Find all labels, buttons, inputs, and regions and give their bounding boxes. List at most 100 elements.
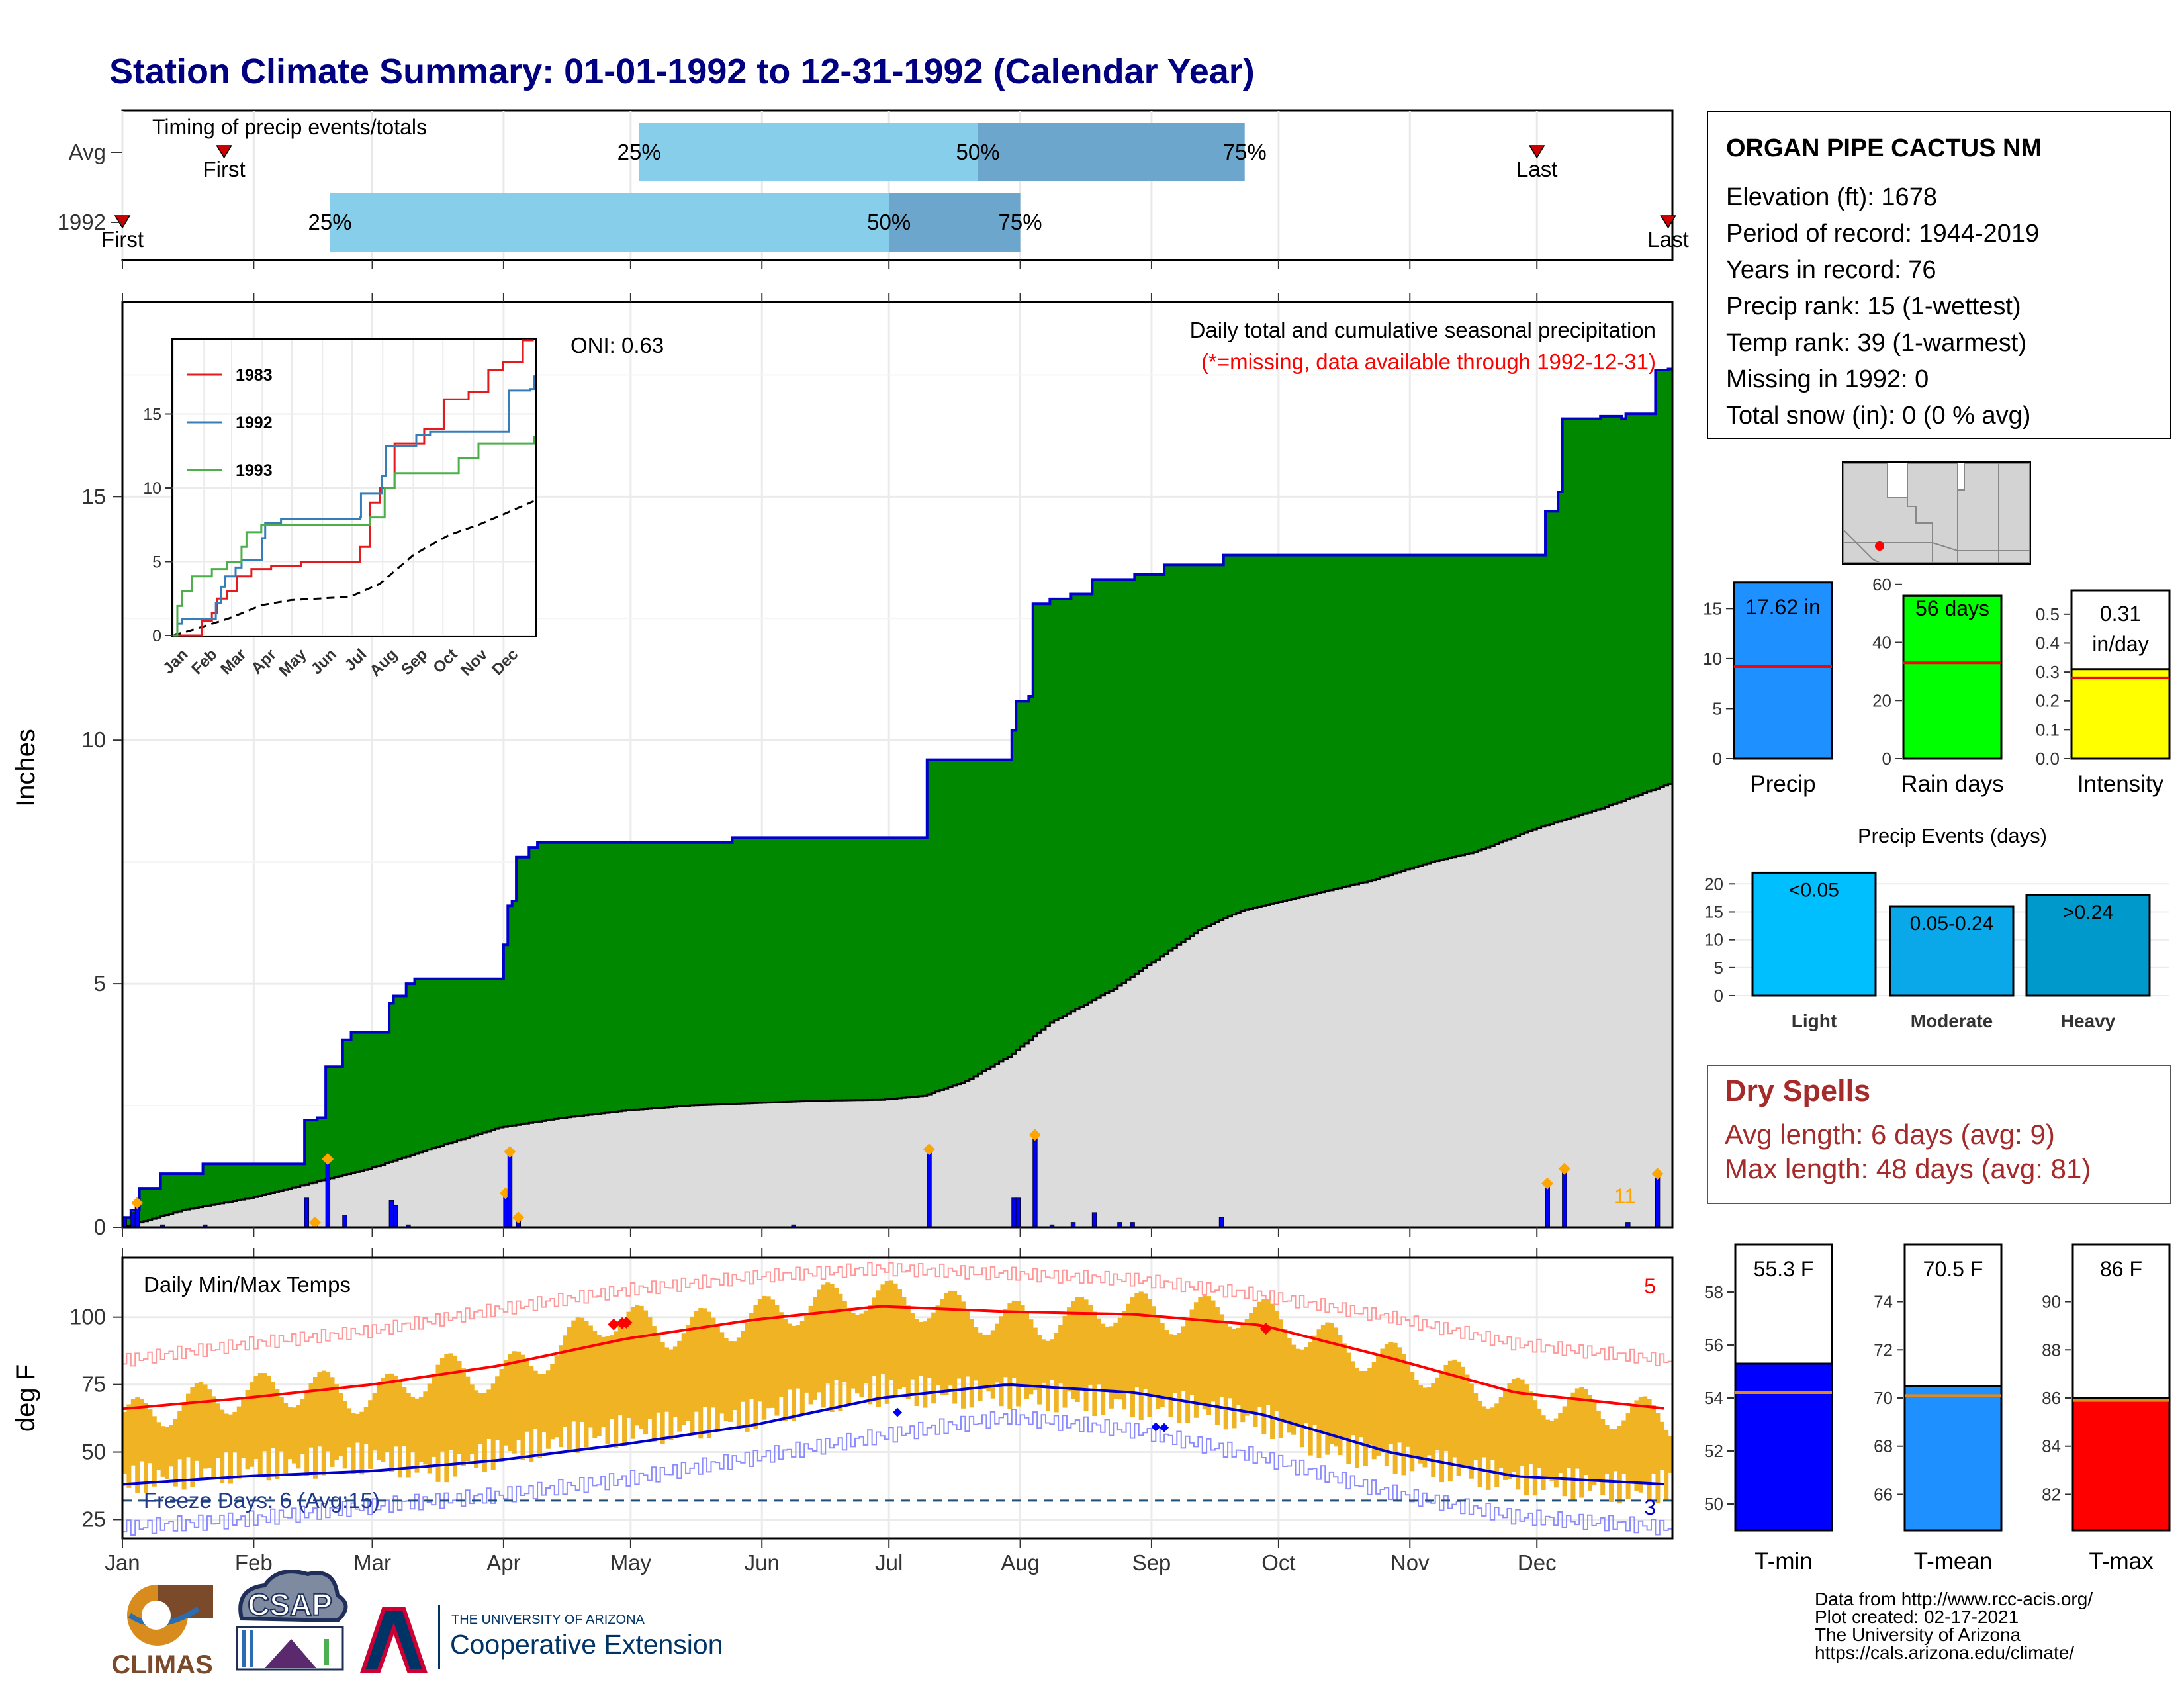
timing-quantile-label: 50% bbox=[867, 210, 911, 234]
daily-temp-range bbox=[469, 1384, 475, 1454]
dry-spells-box: Dry Spells Avg length: 6 days (avg: 9) M… bbox=[1707, 1065, 2171, 1204]
daily-temp-range bbox=[1117, 1317, 1122, 1400]
precip-title: Daily total and cumulative seasonal prec… bbox=[1190, 318, 1656, 342]
daily-temp-range bbox=[965, 1309, 970, 1377]
daily-temp-range bbox=[262, 1373, 267, 1452]
summary-category-label: T-max bbox=[2089, 1548, 2154, 1574]
daily-temp-range bbox=[647, 1317, 653, 1419]
daily-temp-range bbox=[622, 1318, 627, 1446]
daily-temp-range bbox=[1503, 1389, 1508, 1480]
daily-temp-range bbox=[842, 1301, 847, 1382]
daily-temp-range bbox=[1359, 1370, 1364, 1438]
daily-temp-range bbox=[461, 1368, 466, 1466]
daily-temp-range bbox=[1376, 1355, 1381, 1456]
summary-value-label: 56 days bbox=[1915, 596, 1989, 620]
timing-first-label: First bbox=[101, 227, 144, 252]
daily-temp-range bbox=[1223, 1321, 1228, 1430]
daily-temp-range bbox=[1638, 1397, 1643, 1493]
average-min-line bbox=[122, 1383, 1664, 1486]
summary-y-tick-label: 15 bbox=[1703, 598, 1722, 618]
timing-quantile-label: 25% bbox=[617, 140, 661, 164]
summary-value-label: in/day bbox=[2092, 632, 2148, 656]
daily-temp-range bbox=[236, 1406, 242, 1479]
daily-temp-range bbox=[1126, 1303, 1131, 1392]
daily-temp-range bbox=[1232, 1329, 1237, 1429]
month-label: Dec bbox=[1518, 1550, 1557, 1575]
temp-y-tick-label: 100 bbox=[69, 1305, 106, 1329]
daily-temp-range bbox=[512, 1351, 517, 1454]
daily-temp-range bbox=[1075, 1297, 1080, 1403]
daily-temp-range bbox=[1397, 1347, 1402, 1443]
summary-y-tick-label: 60 bbox=[1872, 575, 1891, 594]
daily-temp-range bbox=[253, 1376, 259, 1460]
inset-legend-label: 1993 bbox=[236, 461, 273, 480]
daily-temp-range bbox=[1054, 1333, 1059, 1413]
daily-temp-range bbox=[846, 1307, 852, 1404]
daily-temp-range bbox=[1177, 1333, 1182, 1423]
daily-temp-range bbox=[1320, 1324, 1326, 1433]
daily-temp-range bbox=[719, 1332, 725, 1414]
daily-temp-range bbox=[304, 1391, 310, 1476]
daily-temp-range bbox=[1447, 1360, 1453, 1482]
daily-temp-range bbox=[978, 1332, 983, 1401]
month-axis: Jan Feb Mar Apr May Jun Jul Aug Sep Oct Nov Dec bbox=[105, 1538, 1557, 1575]
daily-temp-range bbox=[1461, 1366, 1466, 1468]
daily-temp-range bbox=[817, 1289, 822, 1393]
events-bar bbox=[2025, 894, 2151, 997]
daily-temp-range bbox=[347, 1408, 352, 1448]
daily-temp-range bbox=[393, 1376, 398, 1447]
timing-bar-upper bbox=[978, 123, 1245, 181]
daily-temp-range bbox=[1253, 1307, 1258, 1427]
daily-temp-range bbox=[1096, 1318, 1101, 1385]
daily-temp-range bbox=[910, 1313, 915, 1380]
summary-y-tick-label: 82 bbox=[2042, 1484, 2061, 1504]
daily-precip-bar bbox=[507, 1151, 513, 1228]
daily-temp-range bbox=[736, 1337, 741, 1429]
daily-temp-range bbox=[1643, 1396, 1648, 1482]
daily-temp-range bbox=[1583, 1389, 1588, 1476]
daily-temp-range bbox=[1024, 1311, 1029, 1399]
summary-value-label: 0.31 bbox=[2100, 602, 2141, 626]
daily-temp-range bbox=[169, 1425, 174, 1467]
daily-temp-range bbox=[139, 1399, 144, 1462]
daily-temp-range bbox=[588, 1325, 593, 1428]
daily-temp-range bbox=[486, 1389, 492, 1439]
daily-temp-range bbox=[960, 1301, 966, 1409]
daily-temp-range bbox=[821, 1284, 826, 1408]
daily-temp-range bbox=[1604, 1425, 1610, 1474]
daily-temp-range bbox=[385, 1374, 390, 1452]
events-category-label: Heavy bbox=[2061, 1011, 2116, 1031]
daily-temp-range bbox=[334, 1384, 339, 1460]
credit-line-3: The University of Arizona bbox=[1815, 1624, 2021, 1645]
daily-temp-range bbox=[1312, 1335, 1318, 1425]
daily-temp-range bbox=[939, 1298, 944, 1395]
temp-y-tick-label: 25 bbox=[81, 1507, 106, 1531]
daily-temp-range bbox=[893, 1283, 898, 1397]
daily-temp-range bbox=[1384, 1344, 1389, 1467]
daily-temp-range bbox=[1659, 1421, 1664, 1471]
daily-temp-range bbox=[338, 1393, 343, 1457]
daily-temp-range bbox=[999, 1316, 1004, 1407]
daily-temp-range bbox=[402, 1387, 407, 1447]
events-bar-label: 0.05-0.24 bbox=[1910, 913, 1994, 935]
daily-temp-range bbox=[897, 1289, 902, 1389]
daily-temp-range bbox=[554, 1355, 559, 1438]
daily-temp-range bbox=[1367, 1368, 1373, 1445]
daily-temp-range bbox=[1016, 1301, 1021, 1407]
daily-temp-range bbox=[859, 1313, 864, 1397]
daily-precip-bar bbox=[1562, 1168, 1567, 1228]
daily-temp-range bbox=[834, 1288, 839, 1380]
daily-temp-range bbox=[778, 1312, 784, 1397]
daily-temp-range bbox=[126, 1404, 132, 1488]
station-name: ORGAN PIPE CACTUS NM bbox=[1726, 134, 2042, 162]
daily-temp-range bbox=[1494, 1403, 1500, 1487]
month-label: Mar bbox=[353, 1550, 391, 1575]
daily-temp-range bbox=[220, 1409, 225, 1483]
summary-y-tick-label: 40 bbox=[1872, 633, 1891, 653]
daily-temp-range bbox=[732, 1341, 737, 1411]
daily-temp-range bbox=[868, 1305, 873, 1405]
daily-temp-range bbox=[630, 1307, 635, 1439]
average-max-line bbox=[122, 1305, 1664, 1411]
daily-temp-range bbox=[741, 1331, 746, 1402]
daily-temp-range bbox=[614, 1331, 619, 1448]
